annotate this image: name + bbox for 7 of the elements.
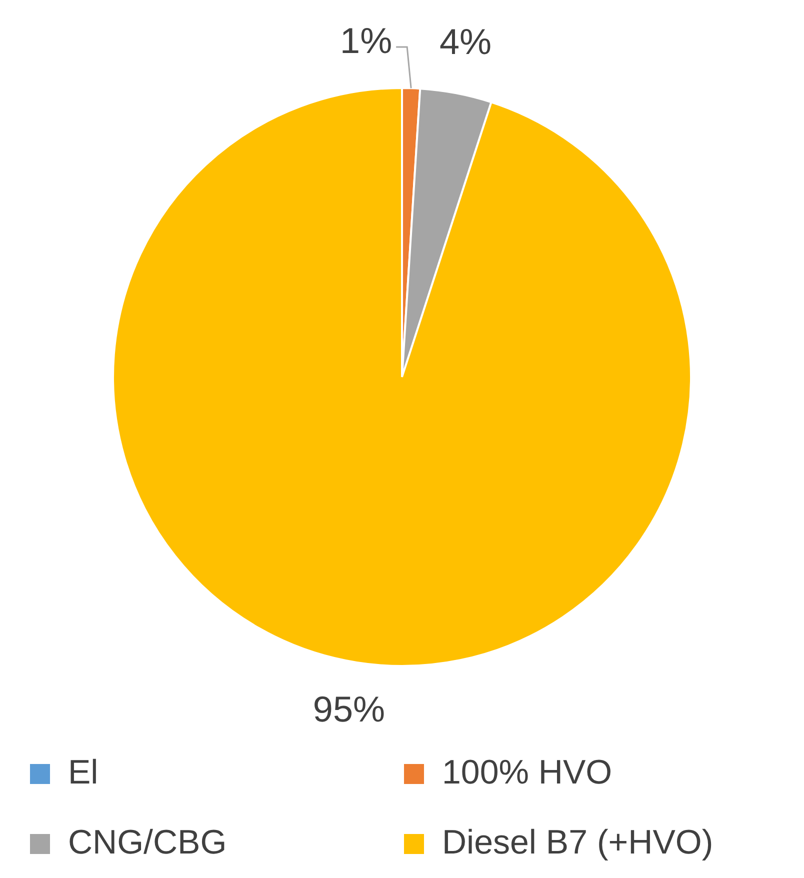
legend-label: CNG/CBG <box>68 823 227 862</box>
legend-label: 100% HVO <box>442 753 612 792</box>
legend-label: El <box>68 753 98 792</box>
data-label: 4% <box>440 20 492 62</box>
data-label: 1% <box>340 20 392 61</box>
legend-label: Diesel B7 (+HVO) <box>442 823 714 862</box>
data-label: 95% <box>312 688 385 730</box>
